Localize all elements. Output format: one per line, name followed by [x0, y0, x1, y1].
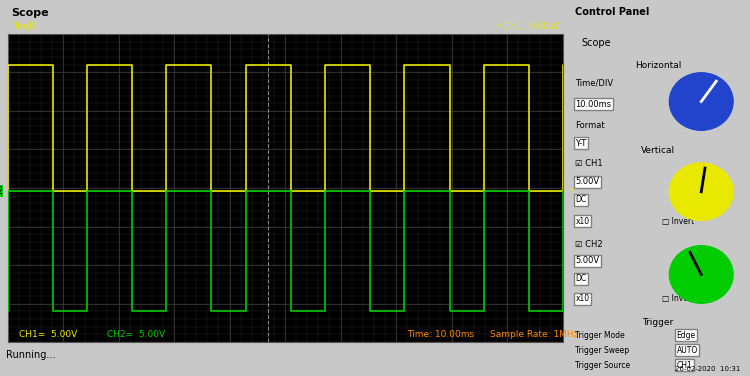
Text: CH1: CH1	[676, 361, 692, 370]
Text: Sample Rate: 1MHz: Sample Rate: 1MHz	[490, 330, 579, 339]
Circle shape	[669, 163, 733, 220]
Text: Time/DIV: Time/DIV	[575, 78, 614, 87]
Text: Trigger Mode: Trigger Mode	[575, 331, 626, 340]
Text: x10: x10	[575, 294, 590, 303]
Text: TrigD: TrigD	[13, 22, 36, 31]
Circle shape	[669, 246, 733, 303]
Text: Trigger: Trigger	[643, 318, 674, 327]
Text: AUTO: AUTO	[676, 346, 698, 355]
Text: Running...: Running...	[6, 350, 55, 360]
Text: CH1=  5.00V: CH1= 5.00V	[19, 330, 76, 339]
Text: ☑ CH2: ☑ CH2	[575, 240, 603, 249]
Text: 5.00V: 5.00V	[575, 256, 599, 265]
Text: Time: 10.00ms: Time: 10.00ms	[407, 330, 474, 339]
Text: Scope: Scope	[11, 8, 49, 18]
Text: 1: 1	[0, 186, 2, 196]
Text: Edge: Edge	[676, 331, 696, 340]
Text: Scope: Scope	[581, 38, 610, 48]
Text: ⚡ CH1   0.00uV: ⚡ CH1 0.00uV	[496, 22, 560, 31]
Text: Trigger Source: Trigger Source	[575, 361, 631, 370]
Text: x10: x10	[575, 217, 590, 226]
Text: T: T	[568, 188, 573, 194]
Text: Control Panel: Control Panel	[575, 7, 650, 17]
Text: Vertical: Vertical	[641, 146, 675, 155]
Text: 2: 2	[0, 186, 2, 196]
Text: ☑ CH1: ☑ CH1	[575, 159, 603, 168]
Text: 10.00ms: 10.00ms	[575, 100, 611, 109]
Text: □ Invert: □ Invert	[662, 294, 694, 303]
Text: 26-02-2020  10:31: 26-02-2020 10:31	[676, 366, 741, 372]
Text: Format: Format	[575, 121, 605, 130]
Text: Trigger Sweep: Trigger Sweep	[575, 346, 629, 355]
Circle shape	[669, 73, 733, 130]
Text: DC: DC	[575, 195, 586, 204]
Text: Horizontal: Horizontal	[635, 61, 681, 70]
Text: □ Invert: □ Invert	[662, 217, 694, 226]
Text: DC: DC	[575, 274, 586, 284]
Text: CH2=  5.00V: CH2= 5.00V	[107, 330, 166, 339]
Text: 5.00V: 5.00V	[575, 177, 599, 186]
Text: Y-T: Y-T	[575, 138, 586, 147]
